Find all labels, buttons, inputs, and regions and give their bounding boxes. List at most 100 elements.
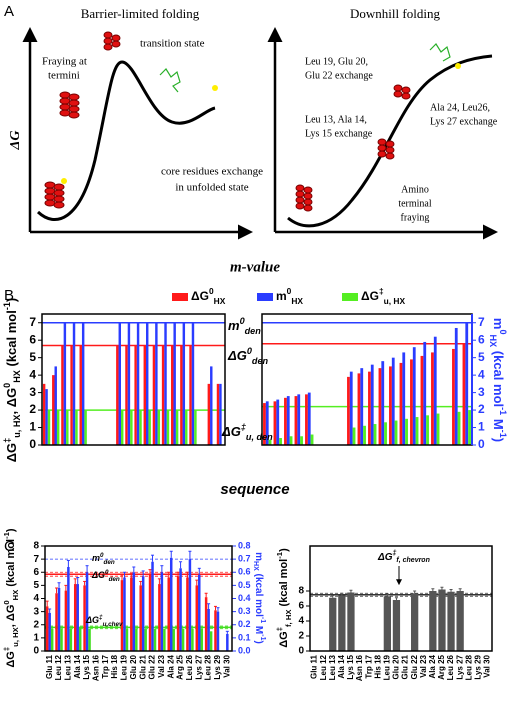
x-tick-label: His 18 xyxy=(373,654,382,678)
x-tick-label: Leu 26 xyxy=(185,654,194,680)
bar xyxy=(209,631,213,651)
x-tick-label: Lys 27 xyxy=(455,654,464,679)
x-tick-label: Leu 28 xyxy=(204,654,213,680)
annotation: m0den xyxy=(228,316,261,336)
bar xyxy=(410,359,413,445)
tick-label: 6 xyxy=(478,332,485,346)
label-part: HX xyxy=(252,561,259,571)
bar xyxy=(125,628,129,651)
tick-label: 0.1 xyxy=(238,632,251,642)
tick-label: 3 xyxy=(29,385,36,399)
bar xyxy=(166,410,170,445)
bar xyxy=(76,584,79,651)
annotation: Leu 19, Glu 20, xyxy=(305,56,368,67)
bar xyxy=(169,557,173,651)
bar xyxy=(160,572,164,651)
bar xyxy=(163,628,166,651)
bar xyxy=(88,628,91,651)
label-part: den xyxy=(104,559,115,566)
bar xyxy=(468,410,471,445)
bar xyxy=(294,396,298,445)
bar xyxy=(265,401,269,445)
bar xyxy=(66,410,69,445)
x-tick-label: Asn 16 xyxy=(92,654,101,681)
tick-label: 5 xyxy=(29,350,36,364)
bar xyxy=(383,596,391,651)
bar xyxy=(164,322,167,445)
bar xyxy=(289,436,293,445)
label-part: , ΔG xyxy=(5,605,17,628)
x-tick-label: Ala 14 xyxy=(337,654,346,678)
annotation: termini xyxy=(48,70,80,82)
tick-label: 6 xyxy=(298,601,304,612)
bar xyxy=(48,612,51,651)
bar xyxy=(188,559,192,651)
x-tick-label: Lys 15 xyxy=(82,654,91,679)
bar xyxy=(155,322,158,445)
bar xyxy=(429,591,437,651)
bar xyxy=(146,322,149,445)
label-part: den xyxy=(252,356,269,366)
x-tick-label: Glu 21 xyxy=(401,654,410,679)
bar xyxy=(273,401,277,445)
x-tick-label: Arg 25 xyxy=(176,654,185,679)
bar xyxy=(148,573,152,651)
bar xyxy=(79,345,82,445)
bar xyxy=(198,574,201,651)
annotation: ΔG‡u,chev xyxy=(85,614,123,628)
label-part: u, HX xyxy=(11,626,20,647)
bar xyxy=(161,345,165,445)
label-part: ΔG xyxy=(91,570,105,580)
x-tick-label: Arg 25 xyxy=(437,654,446,679)
x-axis-label: sequence xyxy=(220,481,289,498)
bar xyxy=(45,606,49,651)
bar xyxy=(207,609,210,651)
x-tick-label: Lys 29 xyxy=(213,654,222,679)
label-part: ΔG xyxy=(361,289,379,303)
bar xyxy=(207,383,211,445)
label-part: HX xyxy=(291,296,303,306)
bar xyxy=(181,628,185,651)
bar xyxy=(141,576,145,651)
bar xyxy=(363,425,366,445)
bar xyxy=(389,366,392,445)
x-tick-label: His 18 xyxy=(110,654,119,678)
label-part: 0 xyxy=(247,346,252,356)
plot-frame xyxy=(261,313,473,446)
bar xyxy=(456,591,464,651)
bar xyxy=(433,336,437,445)
bar xyxy=(226,633,229,651)
label-part: ) xyxy=(491,438,506,442)
bar xyxy=(415,417,419,445)
bar xyxy=(47,410,51,445)
label-part: 0 xyxy=(287,286,292,296)
x-tick-label: Leu 13 xyxy=(328,654,337,680)
panel-label: C xyxy=(4,538,15,555)
label-part: f, HX xyxy=(284,609,293,627)
tick-label: 6 xyxy=(29,332,36,346)
label-part: M xyxy=(491,415,506,429)
bar xyxy=(300,436,303,445)
label-part: , ΔG xyxy=(4,388,19,415)
bar xyxy=(263,403,266,445)
bar xyxy=(118,322,121,445)
tick-label: 0.4 xyxy=(238,593,251,603)
label-part: (kcal mol xyxy=(253,571,264,617)
tick-label: 0 xyxy=(478,437,485,451)
annotation: Ala 24, Leu26, xyxy=(430,102,490,113)
diagram-title: Downhill folding xyxy=(350,6,440,21)
bar xyxy=(384,422,387,445)
bar xyxy=(54,366,57,445)
bar xyxy=(127,322,131,445)
bar xyxy=(182,322,186,445)
x-tick-label: Val 30 xyxy=(222,654,231,677)
tick-label: 2 xyxy=(478,402,485,416)
label-part: -1 xyxy=(275,551,284,559)
bar xyxy=(148,410,151,445)
bar xyxy=(64,590,68,651)
label-part: 0 xyxy=(240,316,245,326)
bar xyxy=(171,345,174,445)
label-part: m xyxy=(228,318,240,333)
tick-label: 5 xyxy=(33,580,39,591)
